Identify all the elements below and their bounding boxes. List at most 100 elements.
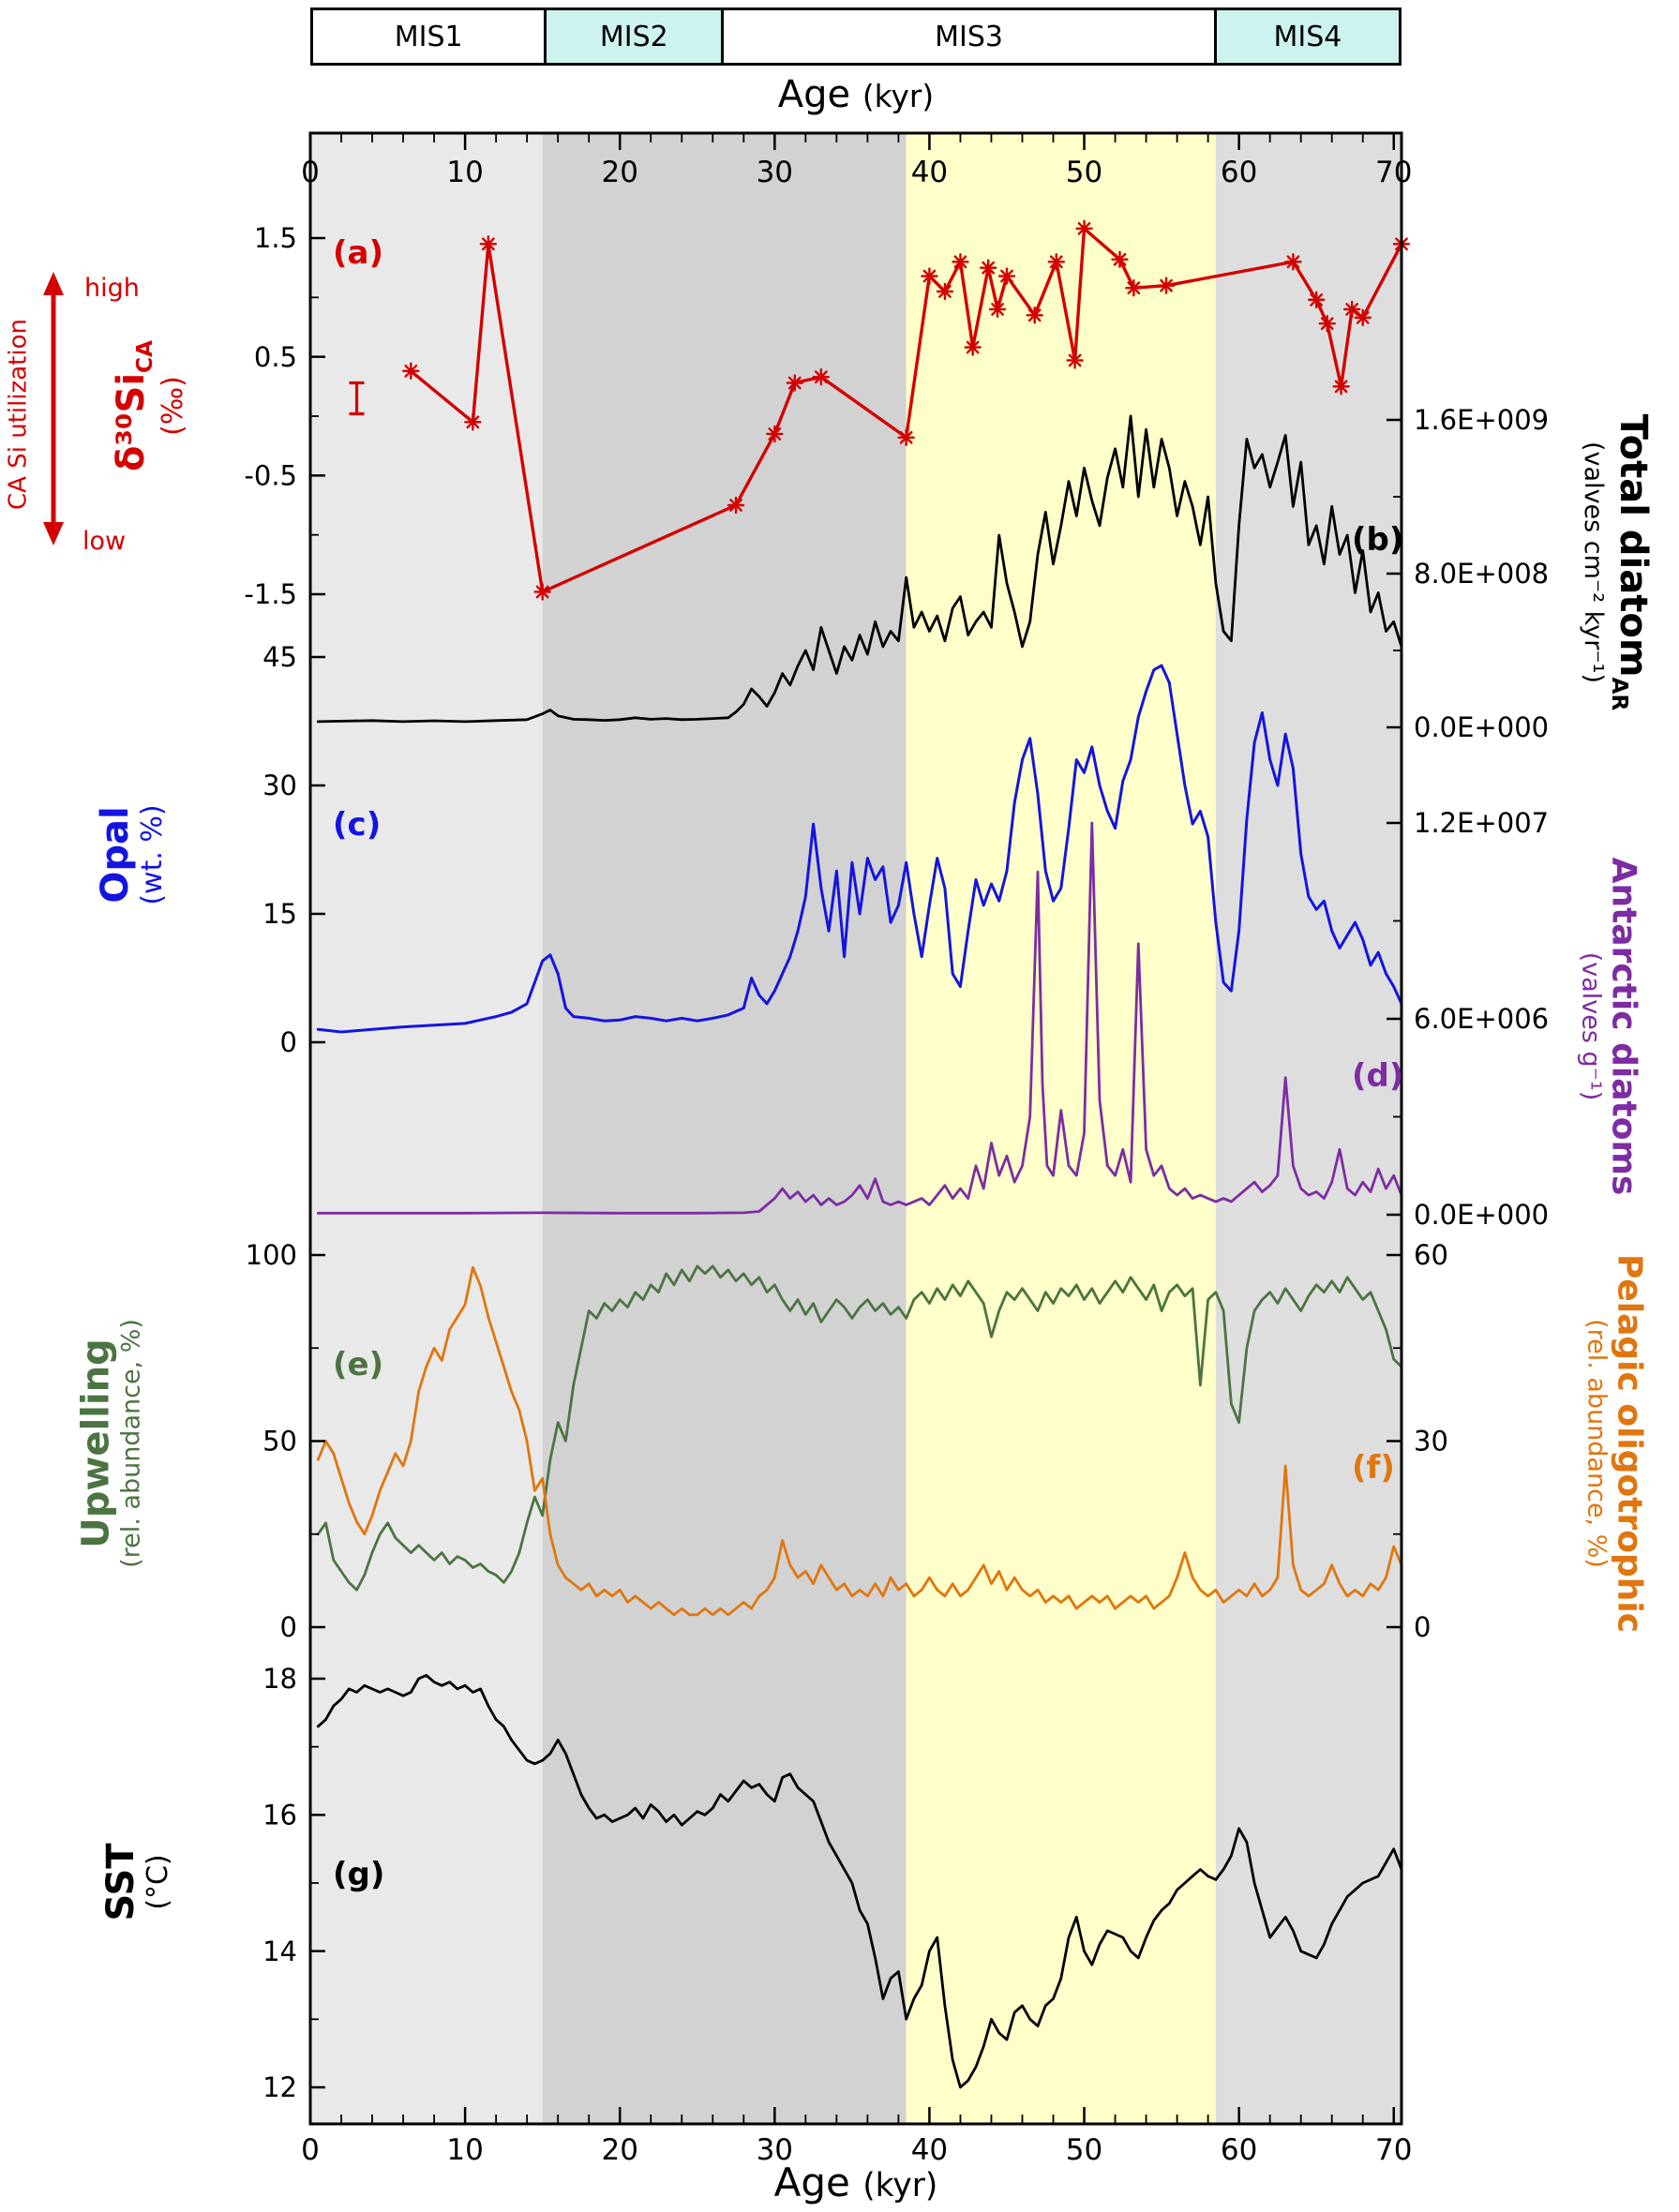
axis-title-total-diatom-unit: (valves cm⁻² kyr⁻¹)	[1579, 441, 1609, 683]
axis-title-pelagic-main: Pelagic oligotrophic	[1610, 1253, 1649, 1634]
axis-title-antarctic-unit: (valves g⁻¹)	[1575, 951, 1605, 1101]
x-tick-label-bottom: 60	[1221, 2133, 1257, 2167]
axis-title-upwelling-main: Upwelling	[74, 1338, 118, 1548]
bottom-axis-title-unit: (kyr)	[862, 2167, 938, 2205]
x-tick-label-bottom: 10	[446, 2133, 483, 2167]
y-tick-label-antarctic_diatoms: 1.2E+007	[1414, 807, 1549, 839]
series-line-pelagic_oligotrophic	[316, 1265, 1403, 1617]
axis-title-antarctic-diatoms: Antarctic diatoms (valves g⁻¹)	[1576, 858, 1642, 1196]
asterisk-marker-icon	[1000, 269, 1013, 283]
asterisk-marker-icon	[1027, 308, 1042, 322]
utilization-high-label: high	[84, 274, 140, 303]
y-tick-label-upwelling: 0	[280, 1611, 297, 1643]
axis-title-pelagic-unit: (rel. abundance, %)	[1581, 1319, 1611, 1568]
x-tick-label-bottom: 0	[301, 2133, 320, 2167]
asterisk-marker-icon	[966, 340, 980, 354]
y-axis-ticks-antarctic_diatoms	[1387, 821, 1402, 1217]
panel-letter-f: (f)	[1352, 1449, 1395, 1487]
x-tick-label-top: 40	[911, 156, 948, 189]
series-line-upwelling	[316, 1264, 1403, 1592]
x-tick-label-bottom: 50	[1066, 2133, 1102, 2167]
panel-letter-e: (e)	[333, 1346, 384, 1383]
y-tick-label-pelagic_oligotrophic: 0	[1414, 1611, 1431, 1643]
y-tick-label-d30si: 1.5	[254, 222, 297, 254]
y-tick-label-upwelling: 100	[246, 1239, 297, 1271]
y-tick-label-sst: 18	[262, 1663, 297, 1695]
series-line-d30si	[409, 227, 1403, 594]
asterisk-marker-icon	[1049, 255, 1063, 269]
axis-title-pelagic: Pelagic oligotrophic (rel. abundance, %)	[1582, 1254, 1648, 1633]
asterisk-marker-icon	[404, 364, 418, 378]
y-tick-label-total_diatom_ar: 0.0E+000	[1414, 711, 1549, 743]
axis-title-antarctic-main: Antarctic diatoms	[1604, 857, 1643, 1196]
asterisk-marker-icon	[1345, 303, 1359, 316]
x-axis-ticks	[308, 133, 1395, 2124]
x-tick-label-top: 30	[757, 156, 793, 189]
panel-letter-g: (g)	[333, 1856, 385, 1893]
bottom-axis-title: Age (kyr)	[310, 2160, 1402, 2205]
asterisk-marker-icon	[938, 285, 952, 298]
x-tick-label-top: 0	[301, 156, 320, 189]
y-axis-ticks-total_diatom_ar	[1387, 418, 1402, 729]
y-axis-ticks-d30si	[310, 236, 325, 596]
asterisk-marker-icon	[922, 269, 937, 283]
top-axis-title-unit: (kyr)	[862, 79, 935, 114]
panel-letter-a: (a)	[333, 234, 384, 272]
asterisk-marker-icon	[991, 303, 1004, 316]
asterisk-marker-icon	[1286, 255, 1300, 269]
asterisk-marker-icon	[1334, 380, 1348, 394]
y-axis-ticks-upwelling	[310, 1253, 325, 1629]
x-tick-label-bottom: 30	[757, 2133, 793, 2167]
asterisk-marker-icon	[466, 415, 480, 429]
axis-title-d30si: δ³⁰SiCA (‰)	[110, 340, 189, 471]
asterisk-marker-icon	[729, 499, 742, 512]
x-tick-label-top: 60	[1221, 156, 1257, 189]
x-tick-label-top: 50	[1066, 156, 1102, 189]
y-tick-label-opal: 0	[280, 1026, 297, 1058]
mis-segment-MIS4: MIS4	[1213, 10, 1399, 63]
asterisk-marker-icon	[1356, 310, 1370, 324]
asterisk-marker-icon	[1320, 317, 1334, 331]
asterisk-marker-icon	[1127, 281, 1141, 295]
axis-title-upwelling: Upwelling (rel. abundance, %)	[74, 1319, 146, 1568]
x-tick-label-bottom: 20	[601, 2133, 637, 2167]
y-tick-label-sst: 12	[262, 2071, 297, 2103]
asterisk-marker-icon	[768, 427, 782, 441]
panel-letter-b: (b)	[1352, 521, 1404, 559]
y-tick-label-upwelling: 50	[262, 1426, 297, 1457]
asterisk-marker-icon	[899, 430, 913, 444]
y-tick-label-pelagic_oligotrophic: 60	[1414, 1239, 1448, 1271]
y-tick-label-sst: 14	[262, 1936, 297, 1967]
y-tick-label-opal: 15	[262, 898, 297, 930]
x-tick-label-top: 10	[446, 156, 483, 189]
mis-bar: MIS1 MIS2 MIS3 MIS4	[310, 7, 1402, 66]
y-tick-label-opal: 30	[262, 770, 297, 801]
axis-title-total-diatom-main: Total diatomAR	[1607, 413, 1656, 711]
x-tick-label-top: 20	[601, 156, 637, 189]
panel-letter-c: (c)	[333, 806, 382, 844]
axis-title-sst-unit: (°C)	[141, 1854, 174, 1910]
y-tick-label-d30si: -0.5	[244, 459, 297, 491]
plot-border	[308, 131, 1403, 2126]
asterisk-marker-icon	[1113, 252, 1127, 266]
asterisk-marker-icon	[535, 585, 549, 599]
asterisk-marker-icon	[787, 376, 802, 390]
axis-title-sst: SST (°C)	[99, 1843, 174, 1921]
mis-label: MIS3	[935, 20, 1003, 53]
asterisk-marker-icon	[982, 261, 996, 275]
y-tick-label-pelagic_oligotrophic: 30	[1414, 1426, 1448, 1457]
bottom-axis-title-age: Age	[773, 2160, 850, 2205]
mis-segment-MIS3: MIS3	[721, 10, 1214, 63]
mis-label: MIS2	[599, 20, 668, 53]
axis-title-upwelling-unit: (rel. abundance, %)	[116, 1319, 146, 1568]
band-MIS1-gray	[310, 133, 543, 2124]
y-tick-label-d30si: -1.5	[244, 578, 297, 610]
y-tick-label-opal: 45	[262, 641, 297, 673]
ca-si-utilization-label: CA Si utilization	[4, 319, 33, 510]
asterisk-marker-icon	[481, 237, 495, 251]
asterisk-marker-icon	[1068, 353, 1082, 367]
top-axis-title: Age (kyr)	[310, 73, 1402, 116]
series-line-antarctic_diatoms	[316, 821, 1403, 1215]
